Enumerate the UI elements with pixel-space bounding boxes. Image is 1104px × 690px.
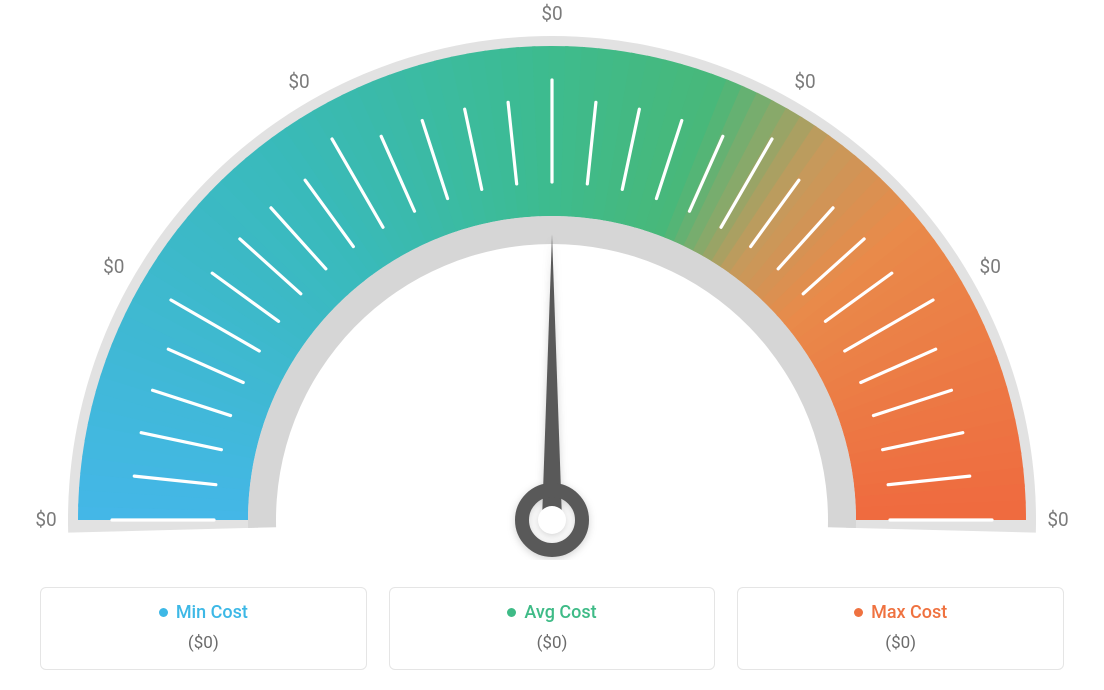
legend-avg-title: Avg Cost (507, 602, 596, 623)
legend-max-value: ($0) (748, 633, 1053, 653)
legend-min-dot (159, 608, 168, 617)
legend-max-card: Max Cost ($0) (737, 587, 1064, 670)
legend-avg-label: Avg Cost (524, 602, 596, 623)
legend-max-title: Max Cost (854, 602, 947, 623)
legend-avg-dot (507, 608, 516, 617)
svg-text:$0: $0 (794, 70, 815, 93)
gauge-svg: $0 $0 $0 $0 $0 $0 $0 (0, 0, 1104, 560)
svg-text:$0: $0 (288, 70, 309, 93)
svg-text:$0: $0 (103, 255, 124, 278)
legend-min-label: Min Cost (176, 602, 248, 623)
legend-max-label: Max Cost (871, 602, 947, 623)
legend-min-title: Min Cost (159, 602, 248, 623)
legend-row: Min Cost ($0) Avg Cost ($0) Max Cost ($0… (40, 587, 1064, 670)
svg-text:$0: $0 (1047, 508, 1068, 531)
legend-avg-value: ($0) (400, 633, 705, 653)
legend-avg-card: Avg Cost ($0) (389, 587, 716, 670)
svg-text:$0: $0 (541, 2, 562, 25)
legend-max-dot (854, 608, 863, 617)
cost-gauge: $0 $0 $0 $0 $0 $0 $0 (0, 0, 1104, 560)
legend-min-value: ($0) (51, 633, 356, 653)
svg-text:$0: $0 (35, 508, 56, 531)
legend-min-card: Min Cost ($0) (40, 587, 367, 670)
svg-text:$0: $0 (980, 255, 1001, 278)
